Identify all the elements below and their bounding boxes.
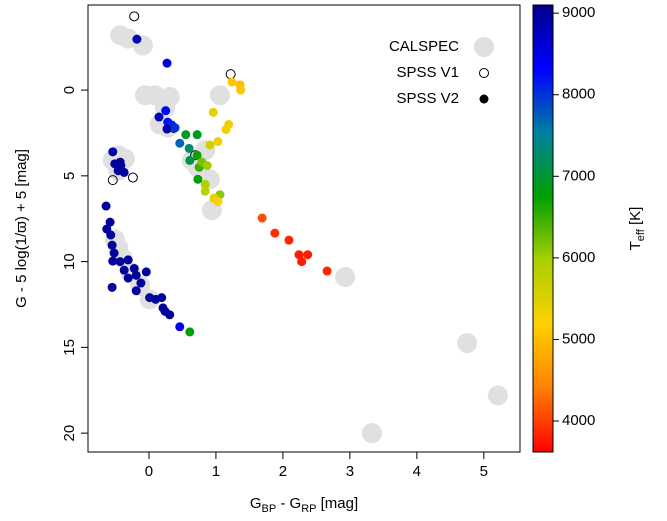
x-axis-label: GBP - GRP [mag] — [250, 495, 358, 515]
data-point — [193, 174, 203, 184]
data-point — [132, 34, 142, 44]
data-point — [457, 333, 478, 354]
data-point — [225, 69, 236, 80]
data-point — [209, 85, 230, 106]
legend-label: SPSS V1 — [396, 64, 459, 81]
data-point — [200, 186, 210, 196]
x-tick-label: 5 — [480, 463, 488, 480]
data-point — [115, 257, 125, 267]
data-point — [162, 58, 172, 68]
x-tick-label: 2 — [279, 463, 287, 480]
data-point — [113, 166, 123, 176]
data-point — [162, 124, 172, 134]
data-point — [108, 256, 118, 266]
data-point — [185, 155, 195, 165]
data-point — [257, 213, 267, 223]
data-point — [361, 423, 382, 444]
data-point — [131, 270, 141, 280]
legend-marker — [474, 37, 494, 57]
y-tick-label: 5 — [61, 172, 78, 180]
data-point — [202, 161, 212, 171]
data-point — [208, 107, 218, 117]
data-point — [157, 293, 167, 303]
data-point — [161, 106, 171, 116]
y-tick-label: 10 — [61, 253, 78, 270]
x-tick-label: 1 — [212, 463, 220, 480]
data-point — [106, 230, 116, 240]
data-point — [101, 201, 111, 211]
y-axis-label: G - 5 log(1/ϖ) + 5 [mag] — [13, 149, 30, 308]
colorbar — [532, 4, 554, 453]
data-point — [154, 112, 164, 122]
data-point — [129, 11, 140, 22]
legend-marker — [479, 94, 489, 104]
data-point — [107, 175, 118, 186]
data-point — [119, 265, 129, 275]
data-point — [236, 85, 246, 95]
data-point — [141, 267, 151, 277]
data-point — [205, 140, 215, 150]
legend-marker — [479, 68, 489, 78]
colorbar-tick-label: 8000 — [562, 86, 595, 103]
data-point — [107, 240, 117, 250]
data-point — [175, 322, 185, 332]
data-point — [127, 172, 138, 183]
data-point — [165, 310, 175, 320]
colorbar-tick-label: 6000 — [562, 249, 595, 266]
x-tick-label: 0 — [145, 463, 153, 480]
legend-label: CALSPEC — [389, 38, 459, 55]
data-point — [107, 282, 117, 292]
x-tick-label: 4 — [413, 463, 421, 480]
y-tick-label: 20 — [61, 425, 78, 442]
data-point — [105, 217, 115, 227]
data-point — [192, 150, 202, 160]
legend-label: SPSS V2 — [396, 90, 459, 107]
data-point — [335, 267, 356, 288]
data-point — [227, 77, 237, 87]
data-point — [185, 327, 195, 337]
data-point — [213, 197, 223, 207]
data-point — [108, 147, 118, 157]
data-point — [322, 266, 332, 276]
colorbar-tick-label: 4000 — [562, 412, 595, 429]
x-tick-label: 3 — [346, 463, 354, 480]
data-point — [487, 385, 508, 406]
data-point — [109, 248, 119, 258]
data-point — [270, 228, 280, 238]
data-point — [303, 250, 313, 260]
y-tick-label: 0 — [61, 86, 78, 94]
data-point — [297, 257, 307, 267]
data-point — [115, 157, 125, 167]
data-point — [284, 235, 294, 245]
data-point — [213, 137, 223, 147]
colorbar-label: Teff [K] — [627, 207, 647, 251]
data-point — [159, 86, 180, 107]
data-point — [181, 130, 191, 140]
data-point — [129, 263, 139, 273]
data-point — [200, 179, 210, 189]
y-tick-label: 15 — [61, 339, 78, 356]
data-point — [224, 119, 234, 129]
data-point — [136, 278, 146, 288]
data-point — [175, 138, 185, 148]
data-point — [131, 286, 141, 296]
data-point — [192, 130, 202, 140]
colorbar-tick-label: 5000 — [562, 330, 595, 347]
data-point — [170, 123, 180, 133]
data-point — [123, 255, 133, 265]
data-point — [123, 273, 133, 283]
colorbar-tick-label: 9000 — [562, 4, 595, 21]
colorbar-tick-label: 7000 — [562, 167, 595, 184]
data-point — [294, 250, 304, 260]
data-point — [184, 143, 194, 153]
